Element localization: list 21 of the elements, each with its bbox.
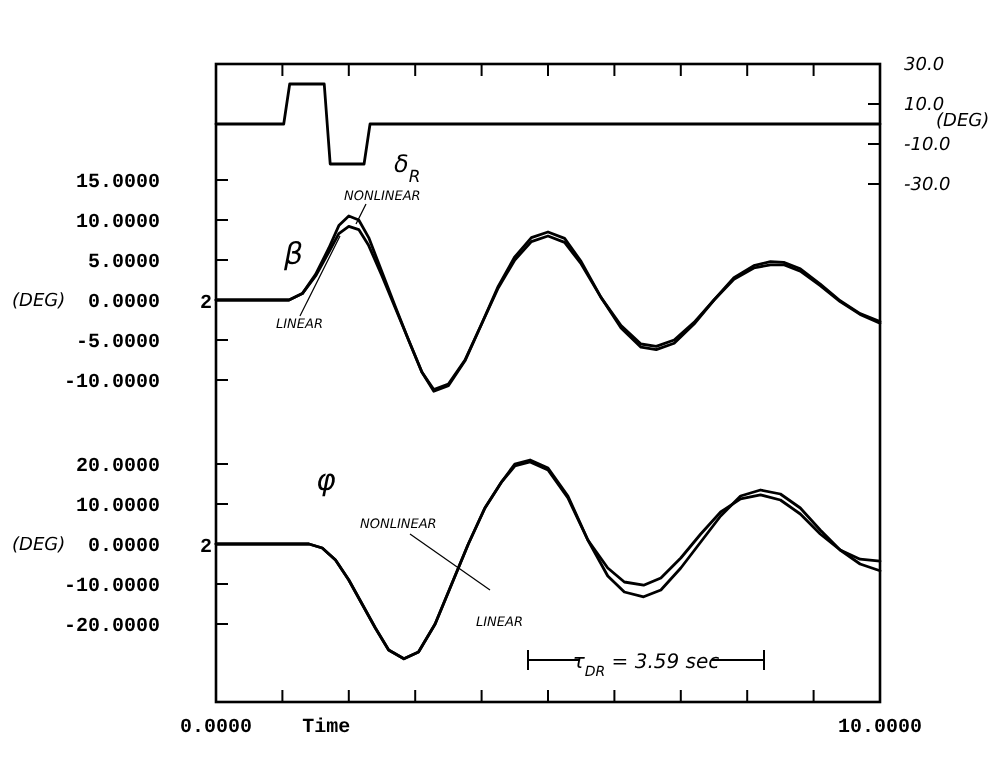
y-tick-label: -5.0000 [75,333,160,355]
y2-tick-label: 10.0 [904,96,945,117]
y-tick-label: 15.0000 [75,173,160,195]
y-tick-label: -10.0000 [63,373,160,395]
y3-axis-title: (DEG) [12,536,66,557]
text: 2 [199,294,212,316]
annotation: β [282,236,304,272]
annotation: δ$_{R}$ [394,150,421,186]
y-tick-label: 5.0000 [87,253,160,275]
y-axis-title: (DEG) [12,292,66,313]
y2-tick-label: -10.0 [904,136,952,157]
y3-tick-label: 20.0000 [75,457,160,479]
y2-tick-label: -30.0 [904,176,952,197]
y2-axis-title: (DEG) [936,112,990,133]
text: 2 [199,538,212,560]
annotation: φ [316,462,336,498]
y2-tick-label: 30.0 [904,56,945,77]
x-axis-title: Time [302,716,351,740]
y3-tick-label: -20.0000 [63,617,160,639]
y-tick-label: 0.0000 [87,293,160,315]
y-tick-label: 10.0000 [75,213,160,235]
